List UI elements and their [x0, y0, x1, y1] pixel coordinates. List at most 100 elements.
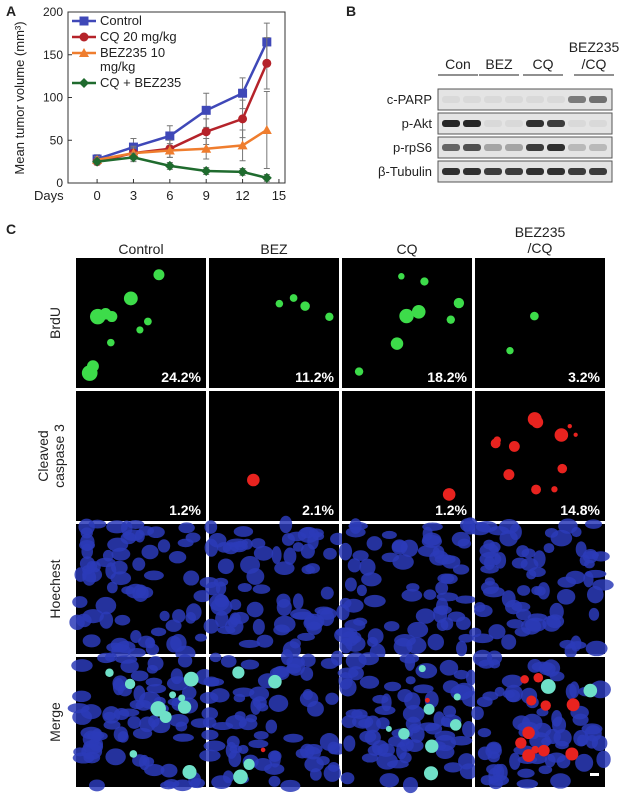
nucleus: [300, 666, 314, 681]
nucleus: [571, 526, 582, 538]
cell: [354, 367, 364, 376]
nucleus: [177, 654, 193, 668]
nucleus: [181, 685, 197, 700]
row-label: Cleavedcaspase 3: [35, 424, 67, 488]
nucleus: [240, 659, 260, 670]
nucleus: [113, 726, 128, 743]
nucleus: [402, 777, 418, 794]
nucleus: [549, 671, 565, 682]
nucleus: [402, 704, 425, 723]
column-header: BEZ235: [569, 39, 620, 55]
nucleus: [569, 681, 580, 699]
nucleus: [526, 569, 537, 580]
percentage: 2.1%: [302, 502, 334, 518]
panel-label: A: [6, 3, 16, 19]
cell: [268, 674, 282, 689]
cell: [183, 671, 199, 687]
marker: [201, 143, 212, 153]
y-axis-label: Mean tumor volume (mm³): [12, 21, 27, 174]
cell: [565, 747, 579, 761]
cell: [506, 347, 514, 355]
cell: [551, 486, 558, 493]
nucleus: [337, 667, 359, 679]
nucleus: [130, 670, 149, 682]
nucleus: [126, 519, 145, 529]
cell: [526, 695, 537, 706]
cell: [490, 438, 501, 449]
band: [547, 144, 565, 151]
nucleus: [443, 762, 463, 773]
nucleus: [83, 751, 101, 764]
nucleus: [232, 687, 255, 698]
cell: [105, 668, 114, 677]
legend-swatch: [72, 32, 96, 42]
blot-strip: [437, 136, 613, 159]
nucleus: [71, 659, 93, 672]
nucleus: [273, 624, 291, 636]
cell: [423, 703, 435, 715]
legend-label: CQ 20 mg/kg: [100, 29, 177, 44]
nucleus: [407, 621, 429, 638]
row-label: c-PARP: [387, 92, 432, 107]
cell: [442, 488, 456, 501]
band: [526, 168, 544, 175]
cell: [129, 750, 138, 758]
nucleus: [106, 581, 118, 594]
nucleus: [146, 684, 167, 694]
legend-label: Control: [100, 13, 142, 28]
nucleus: [585, 640, 608, 657]
x-tick-label: 15: [272, 188, 286, 203]
nucleus: [585, 734, 599, 749]
percentage: 11.2%: [295, 369, 334, 385]
nucleus: [413, 684, 434, 694]
series-line: [96, 156, 268, 180]
row-label-line: caspase 3: [51, 424, 67, 488]
nucleus: [477, 746, 493, 761]
nucleus: [399, 653, 420, 664]
band: [589, 144, 607, 151]
nucleus: [293, 593, 304, 610]
blot-strip: [437, 88, 613, 111]
nucleus: [541, 737, 552, 746]
nucleus: [509, 752, 521, 770]
nucleus: [409, 725, 425, 743]
nucleus: [401, 588, 423, 602]
nucleus: [72, 690, 92, 703]
nucleus: [168, 551, 187, 564]
nucleus: [305, 746, 321, 760]
nucleus: [372, 694, 389, 704]
nucleus: [248, 739, 269, 749]
cell: [99, 308, 112, 320]
band: [589, 96, 607, 103]
nucleus: [462, 721, 476, 738]
nucleus: [481, 581, 499, 595]
nucleus: [501, 634, 517, 650]
row-label: β-Tubulin: [378, 164, 432, 179]
cell: [522, 726, 535, 740]
nucleus: [400, 539, 419, 558]
marker: [79, 16, 89, 26]
nucleus: [436, 592, 459, 602]
nucleus: [203, 618, 219, 634]
nucleus: [422, 522, 443, 532]
nucleus: [145, 677, 163, 687]
nucleus: [457, 538, 472, 549]
band: [568, 96, 586, 103]
nucleus: [203, 740, 226, 752]
nucleus: [283, 733, 304, 743]
nucleus: [102, 549, 114, 562]
band: [526, 120, 544, 127]
nucleus: [576, 734, 588, 747]
nucleus: [499, 530, 518, 547]
legend-entry: Control: [72, 14, 202, 28]
nucleus: [359, 558, 376, 576]
panel-label: B: [346, 3, 356, 19]
blot-strip: [437, 160, 613, 183]
micrograph: [475, 391, 605, 521]
cell: [233, 769, 248, 785]
nucleus: [141, 544, 159, 560]
nucleus: [210, 597, 233, 616]
nucleus: [237, 582, 252, 593]
nucleus: [452, 564, 470, 575]
